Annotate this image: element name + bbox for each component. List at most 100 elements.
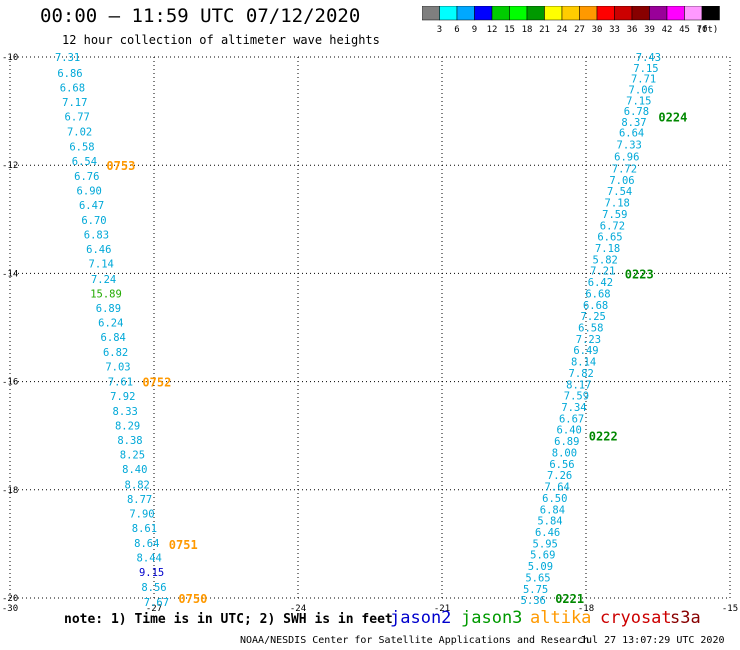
wave-height-label: 7.06 <box>629 84 654 96</box>
wave-height-label: 6.84 <box>540 504 565 516</box>
colorbar-label: 33 <box>609 25 620 34</box>
wave-height-label: 6.86 <box>57 68 82 80</box>
pass-time-label: 0223 <box>625 267 654 281</box>
credit-date: Jul 27 13:07:29 UTC 2020 <box>580 635 725 646</box>
wave-height-label: 6.70 <box>81 215 106 227</box>
wave-height-label: 6.90 <box>77 186 102 198</box>
x-tick-label: -27 <box>146 604 162 614</box>
page-subtitle: 12 hour collection of altimeter wave hei… <box>62 33 380 47</box>
wave-height-label: 7.59 <box>602 209 627 221</box>
wave-height-label: 5.09 <box>528 561 553 573</box>
colorbar-label: 39 <box>644 25 655 34</box>
x-tick-label: -24 <box>290 604 306 614</box>
wave-height-label: 6.72 <box>600 220 625 232</box>
wave-height-label: 8.14 <box>571 357 596 369</box>
pass-time-label: 0752 <box>142 376 171 390</box>
wave-height-label: 7.02 <box>67 127 92 139</box>
wave-height-label: 7.21 <box>590 266 615 278</box>
colorbar-swatch <box>701 6 720 21</box>
x-tick-label: -21 <box>434 604 450 614</box>
colorbar-label: 15 <box>504 25 515 34</box>
colorbar-label: 9 <box>472 25 477 34</box>
wave-height-label: 7.71 <box>631 74 656 86</box>
wave-height-label: 7.59 <box>564 391 589 403</box>
pass-time-label: 0222 <box>589 430 618 444</box>
pass-time-label: 0221 <box>555 592 584 606</box>
wave-height-label: 9.15 <box>139 567 164 579</box>
wave-height-label: 7.54 <box>607 186 632 198</box>
wave-height-label: 7.17 <box>62 97 87 109</box>
wave-height-label: 8.00 <box>552 447 577 459</box>
y-tick-label: -12 <box>2 161 18 171</box>
colorbar-unit: (ft) <box>697 25 719 34</box>
wave-height-label: 8.38 <box>117 435 142 447</box>
legend-jason2: jason2 <box>390 608 452 628</box>
page-title: 00:00 – 11:59 UTC 07/12/2020 <box>40 5 361 27</box>
colorbar-label: 24 <box>557 25 568 34</box>
wave-height-label: 7.18 <box>605 198 630 210</box>
color-scale-bar: 3 6 9 12 15 18 21 24 27 30 33 36 39 42 45 70(ft) <box>422 6 720 34</box>
pass-time-label: 0753 <box>106 159 135 173</box>
wave-height-label: 7.43 <box>636 52 661 64</box>
wave-height-label: 5.36 <box>521 595 546 607</box>
wave-height-label: 7.26 <box>547 470 572 482</box>
legend-altika: altika <box>530 608 592 628</box>
wave-height-label: 5.69 <box>530 550 555 562</box>
y-tick-label: -10 <box>2 53 18 63</box>
credit-text: NOAA/NESDIS Center for Satellite Applica… <box>240 635 590 646</box>
wave-height-label: 6.58 <box>69 141 94 153</box>
y-tick-label: -14 <box>2 269 18 279</box>
wave-height-label: 7.92 <box>110 391 135 403</box>
wave-height-label: 8.82 <box>125 479 150 491</box>
wave-height-label: 7.15 <box>626 95 651 107</box>
legend-jason3: jason3 <box>461 608 523 628</box>
wave-height-label: 6.64 <box>619 128 644 140</box>
wave-height-label: 6.68 <box>60 82 85 94</box>
wave-height-label: 7.82 <box>569 368 594 380</box>
wave-height-label: 7.25 <box>581 311 606 323</box>
wave-height-label: 8.29 <box>115 420 140 432</box>
colorbar-label: 70 <box>697 25 708 34</box>
wave-height-label: 6.40 <box>557 425 582 437</box>
wave-height-label: 7.31 <box>55 52 80 64</box>
wave-height-label: 8.56 <box>141 582 166 594</box>
wave-height-label: 7.33 <box>617 140 642 152</box>
wave-height-label: 6.96 <box>614 152 639 164</box>
colorbar-label: 42 <box>662 25 673 34</box>
colorbar-label: 12 <box>487 25 498 34</box>
wave-height-label: 6.54 <box>72 156 97 168</box>
x-tick-label: -15 <box>722 604 738 614</box>
wave-height-label: 8.33 <box>113 406 138 418</box>
wave-height-label: 8.77 <box>127 494 152 506</box>
wave-height-label: 6.78 <box>624 106 649 118</box>
wave-height-label: 8.64 <box>134 538 159 550</box>
colorbar-label: 18 <box>522 25 533 34</box>
wave-height-label: 6.46 <box>535 527 560 539</box>
wave-height-label: 5.95 <box>533 538 558 550</box>
wave-height-label: 5.82 <box>593 254 618 266</box>
wave-height-label: 7.67 <box>144 597 169 609</box>
wave-height-label: 6.49 <box>573 345 598 357</box>
pass-time-label: 0750 <box>178 592 207 606</box>
y-tick-label: -20 <box>2 594 18 604</box>
wave-height-label: 6.89 <box>96 303 121 315</box>
wave-height-label: 6.67 <box>559 413 584 425</box>
wave-height-label: 6.56 <box>549 459 574 471</box>
footnote: note: 1) Time is in UTC; 2) SWH is in fe… <box>64 612 393 627</box>
wave-height-label: 7.34 <box>561 402 586 414</box>
wave-height-label: 7.18 <box>595 243 620 255</box>
wave-height-label: 6.89 <box>554 436 579 448</box>
wave-height-label: 6.76 <box>74 171 99 183</box>
wave-height-label: 7.23 <box>576 334 601 346</box>
legend-s3a: s3a <box>670 608 701 628</box>
wave-height-label: 6.68 <box>583 300 608 312</box>
colorbar-label: 6 <box>454 25 459 34</box>
wave-height-label: 7.15 <box>633 63 658 75</box>
wave-height-label: 5.75 <box>523 584 548 596</box>
wave-height-label: 8.61 <box>132 523 157 535</box>
colorbar-label: 21 <box>539 25 550 34</box>
wave-height-label: 7.64 <box>545 482 570 494</box>
wave-height-label: 7.14 <box>89 259 114 271</box>
wave-height-label: 5.65 <box>525 572 550 584</box>
